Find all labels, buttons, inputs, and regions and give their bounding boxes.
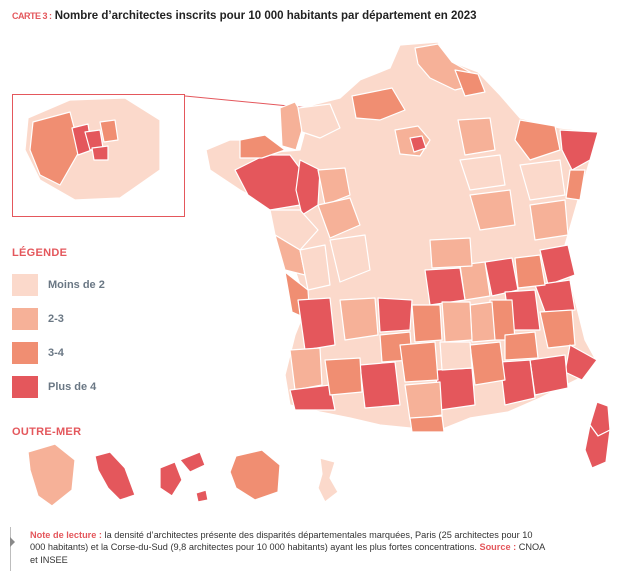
region-pyrenees-atlantiques	[289, 384, 336, 411]
map-title: CARTE 3 : Nombre d’architectes inscrits …	[12, 10, 477, 22]
region-correze	[377, 297, 413, 333]
legend-swatch	[12, 308, 38, 330]
region-calvados	[297, 103, 341, 139]
note-marker-icon	[10, 537, 15, 547]
region-corse-du-sud	[584, 424, 611, 469]
legend-heading: LÉGENDE	[12, 247, 68, 259]
region-cantal	[411, 304, 443, 343]
region-vienne	[329, 234, 371, 283]
region-haute-garonne	[359, 361, 401, 409]
region-savoie	[534, 279, 576, 313]
map-number: CARTE 3 :	[12, 11, 52, 21]
legend-swatch	[12, 274, 38, 296]
region-cotes	[239, 134, 286, 159]
source-label: Source :	[479, 542, 517, 553]
region-paris	[409, 135, 427, 153]
region-bouches-du-rhone	[499, 359, 536, 406]
overseas-guyane	[27, 443, 76, 507]
region-ardeche	[469, 301, 496, 343]
legend-label: Moins de 2	[48, 279, 105, 291]
region-aube	[459, 154, 506, 191]
legend-label: Plus de 4	[48, 381, 97, 393]
region-tarn	[399, 341, 439, 383]
region-gers	[324, 357, 363, 396]
region-bas-rhin	[559, 129, 599, 171]
region-cote-dor	[469, 189, 516, 231]
reading-note: Note de lecture : la densité d’architect…	[30, 529, 550, 566]
region-brittany-east	[295, 159, 321, 216]
region-haute-loire	[441, 301, 473, 343]
overseas-guadeloupe-west	[159, 461, 183, 497]
region-lozere	[439, 341, 473, 371]
legend-swatch	[12, 342, 38, 364]
paris-inset-frame	[12, 94, 185, 217]
region-loire-atlantique	[269, 209, 319, 251]
region-landes	[289, 347, 323, 391]
region-haute-savoie	[539, 244, 576, 286]
note-text: la densité d’architectes présente des di…	[30, 530, 533, 553]
legend-item-plus-de-4: Plus de 4	[12, 376, 96, 398]
overseas-guadeloupe-east	[179, 451, 206, 473]
region-gard	[469, 341, 506, 386]
region-ain	[514, 254, 546, 289]
region-pyrenees-orientales	[409, 415, 445, 433]
inset-yvelines	[29, 111, 81, 186]
legend-item-moins-de-2: Moins de 2	[12, 274, 105, 296]
region-vaucluse	[504, 331, 539, 361]
region-alpes-maritimes	[564, 344, 598, 381]
note-label: Note de lecture :	[30, 530, 102, 540]
region-vosges	[519, 159, 566, 201]
inset-val-de-marne	[91, 145, 109, 161]
region-deux-sevres	[299, 244, 331, 291]
region-marne	[457, 117, 496, 156]
region-mayenne	[317, 167, 351, 206]
note-bar	[10, 527, 11, 571]
map-title-text: Nombre d’architectes inscrits pour 10 00…	[54, 10, 477, 22]
region-nord-east	[454, 69, 486, 97]
region-seine-maritime	[351, 87, 406, 121]
legend-swatch	[12, 376, 38, 398]
region-haut-rhin	[565, 169, 586, 201]
overseas-martinique	[94, 451, 136, 501]
region-allier	[429, 237, 473, 269]
region-var	[529, 354, 569, 396]
legend-item-2-3: 2-3	[12, 308, 64, 330]
source-text: CNOA et INSEE	[30, 542, 545, 565]
region-gironde	[297, 297, 336, 351]
region-doubs	[529, 199, 569, 241]
region-hautes-alpes	[539, 309, 576, 349]
region-puy-de-dome	[424, 267, 466, 306]
region-aude	[404, 381, 443, 421]
region-rhone	[484, 257, 519, 297]
legend-label: 2-3	[48, 313, 64, 325]
region-maine-loire	[317, 197, 361, 239]
overseas-mayotte	[317, 457, 339, 503]
region-dordogne	[339, 297, 379, 341]
region-moselle	[514, 119, 561, 161]
legend-item-3-4: 3-4	[12, 342, 64, 364]
overseas-marie-galante	[195, 489, 209, 503]
overseas-heading: OUTRE-MER	[12, 426, 82, 438]
inset-seine-st-denis	[99, 119, 119, 143]
legend-label: 3-4	[48, 347, 64, 359]
overseas-reunion	[229, 449, 281, 501]
